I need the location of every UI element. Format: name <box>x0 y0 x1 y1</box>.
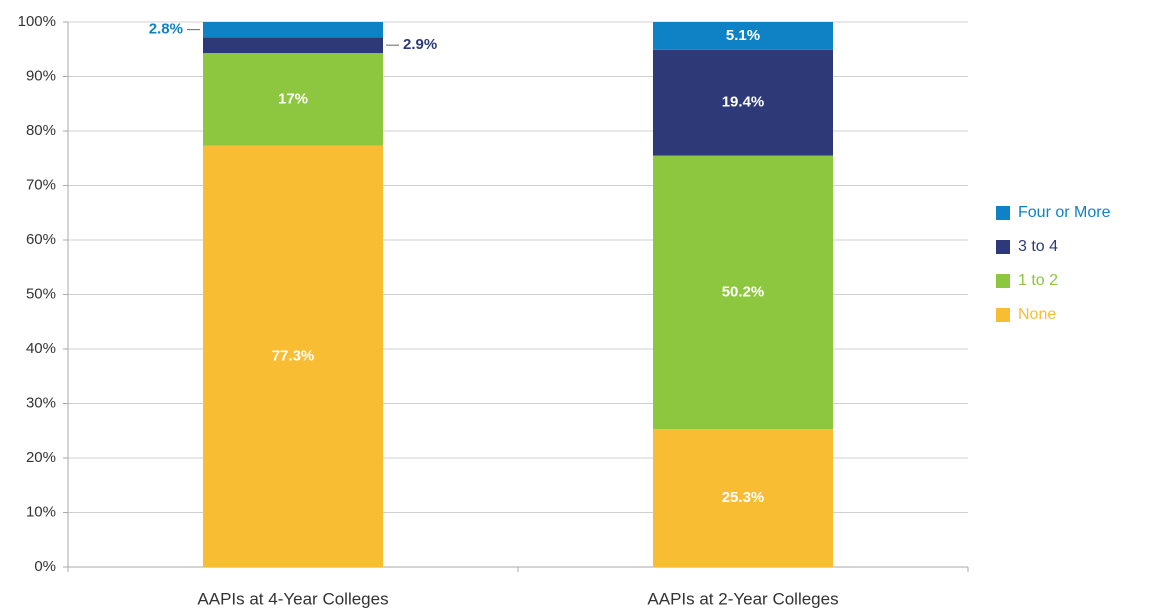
legend-label: Four or More <box>1018 204 1111 221</box>
y-tick-label: 40% <box>26 340 56 357</box>
bar-segment <box>653 429 833 567</box>
y-tick-label: 100% <box>18 13 56 30</box>
value-label: 19.4% <box>722 94 765 111</box>
legend-swatch <box>996 308 1010 322</box>
value-label: 5.1% <box>726 27 760 44</box>
value-label: 2.8% <box>149 21 183 38</box>
value-label: 77.3% <box>272 347 315 364</box>
y-tick-label: 60% <box>26 231 56 248</box>
value-label: 25.3% <box>722 489 765 506</box>
legend-swatch <box>996 240 1010 254</box>
bar-segment <box>653 49 833 156</box>
y-tick-label: 20% <box>26 449 56 466</box>
bar-segment <box>203 53 383 146</box>
y-tick-label: 70% <box>26 176 56 193</box>
bar-segment <box>203 22 383 38</box>
y-tick-label: 0% <box>34 558 56 575</box>
legend-label: 3 to 4 <box>1018 238 1058 255</box>
y-tick-label: 30% <box>26 394 56 411</box>
bar-segment <box>653 155 833 430</box>
legend-label: 1 to 2 <box>1018 272 1058 289</box>
legend-label: None <box>1018 306 1056 323</box>
y-tick-label: 50% <box>26 285 56 302</box>
x-tick-label: AAPIs at 2-Year Colleges <box>647 589 838 608</box>
bar-segment <box>653 22 833 50</box>
bar-segment <box>203 145 383 567</box>
value-label: 17% <box>278 90 308 107</box>
legend-swatch <box>996 206 1010 220</box>
value-label: 2.9% <box>403 36 437 53</box>
y-tick-label: 10% <box>26 503 56 520</box>
y-tick-label: 90% <box>26 67 56 84</box>
x-tick-label: AAPIs at 4-Year Colleges <box>197 589 388 608</box>
value-label: 50.2% <box>722 283 765 300</box>
legend-swatch <box>996 274 1010 288</box>
bar-segment <box>203 37 383 54</box>
y-tick-label: 80% <box>26 122 56 139</box>
